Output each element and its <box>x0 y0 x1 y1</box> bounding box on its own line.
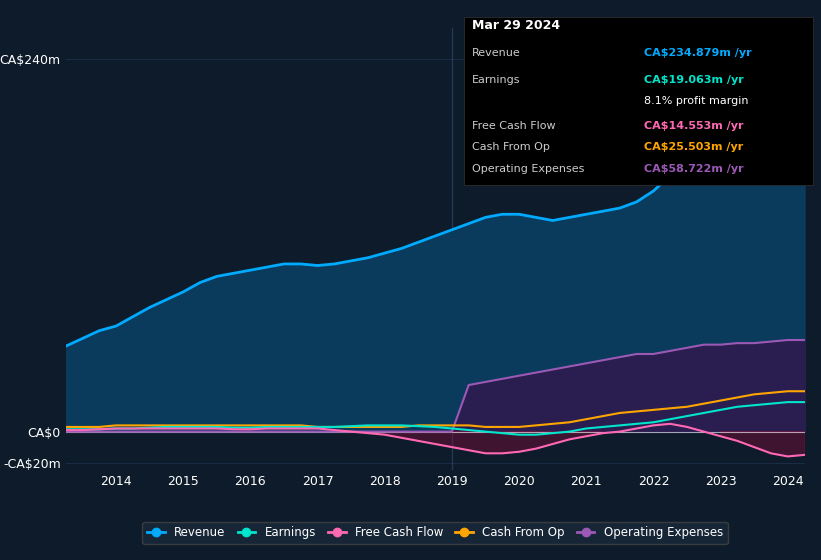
Text: Operating Expenses: Operating Expenses <box>472 164 585 174</box>
Text: CA$14.553m /yr: CA$14.553m /yr <box>644 120 744 130</box>
Text: Free Cash Flow: Free Cash Flow <box>472 120 556 130</box>
Text: 8.1% profit margin: 8.1% profit margin <box>644 96 749 106</box>
Text: Cash From Op: Cash From Op <box>472 142 550 152</box>
Text: Earnings: Earnings <box>472 75 521 85</box>
Text: Mar 29 2024: Mar 29 2024 <box>472 19 560 32</box>
Legend: Revenue, Earnings, Free Cash Flow, Cash From Op, Operating Expenses: Revenue, Earnings, Free Cash Flow, Cash … <box>143 522 727 544</box>
Text: CA$58.722m /yr: CA$58.722m /yr <box>644 164 744 174</box>
Text: CA$234.879m /yr: CA$234.879m /yr <box>644 48 752 58</box>
Text: CA$25.503m /yr: CA$25.503m /yr <box>644 142 744 152</box>
Text: CA$19.063m /yr: CA$19.063m /yr <box>644 75 744 85</box>
Text: Revenue: Revenue <box>472 48 521 58</box>
